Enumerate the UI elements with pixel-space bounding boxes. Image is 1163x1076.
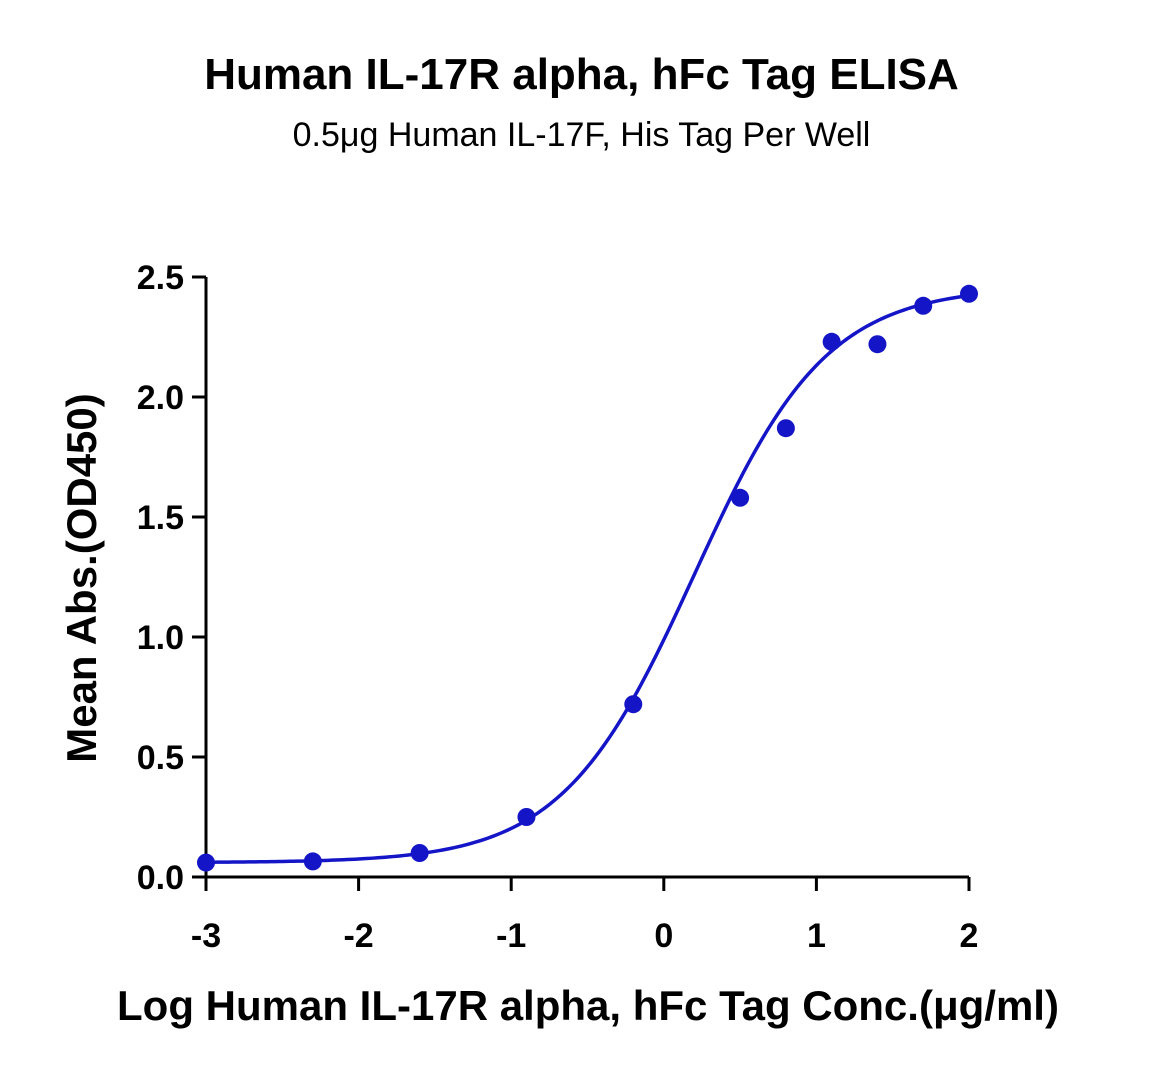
fit-curve	[205, 293, 970, 864]
data-point	[960, 284, 978, 303]
data-point	[410, 844, 429, 862]
y-tick-label: 0.0	[137, 859, 184, 897]
data-point	[517, 808, 536, 826]
data-point	[914, 296, 933, 315]
y-axis-title: Mean Abs.(OD450)	[58, 393, 105, 763]
data-point	[868, 335, 887, 354]
data-point	[624, 695, 643, 714]
y-tick-label: 2.5	[137, 259, 184, 297]
y-tick-label: 2.0	[137, 379, 184, 417]
fit-curve-layer	[205, 293, 970, 864]
x-tick-label: -3	[191, 917, 221, 955]
x-tick-label: -2	[343, 917, 373, 955]
chart-subtitle: 0.5μg Human IL-17F, His Tag Per Well	[292, 116, 871, 154]
data-point	[822, 332, 841, 351]
y-tick-label: 0.5	[137, 739, 184, 777]
data-point	[776, 419, 795, 438]
chart-title: Human IL-17R alpha, hFc Tag ELISA	[204, 50, 959, 99]
data-point	[731, 488, 750, 507]
y-tick-label: 1.5	[137, 499, 184, 537]
x-tick-label: -1	[496, 917, 526, 955]
axes: 0.0 0.5 1.0 1.5 2.0 2.5 -3 -2 -1 0 1 2	[137, 259, 979, 955]
y-tick-label: 1.0	[137, 619, 184, 657]
data-point	[303, 852, 322, 871]
data-points-layer	[197, 284, 978, 872]
x-tick-label: 0	[654, 917, 673, 955]
x-tick-label: 1	[807, 917, 826, 955]
data-point	[197, 853, 215, 872]
x-tick-label: 2	[960, 917, 979, 955]
x-axis-title: Log Human IL-17R alpha, hFc Tag Conc.(μg…	[117, 982, 1059, 1029]
